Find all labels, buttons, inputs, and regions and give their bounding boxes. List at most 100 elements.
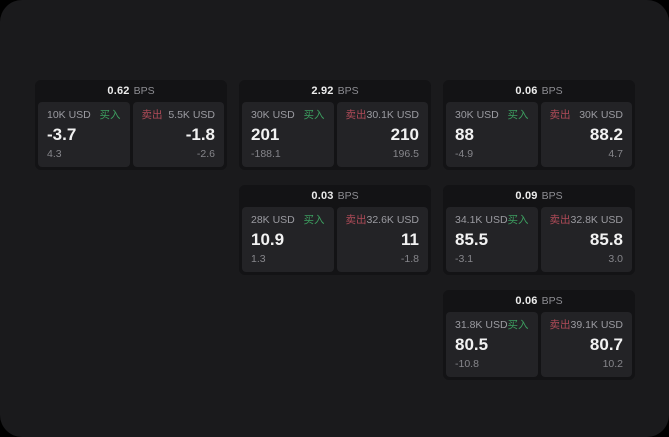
sell-price: 210 xyxy=(390,124,419,144)
buy-label: 买入 xyxy=(507,214,529,226)
sell-panel[interactable]: 卖出 30K USD 88.2 4.7 xyxy=(540,102,632,167)
quote-card: 2.92 BPS 30K USD 买入 201 -188.1 卖出 30.1K … xyxy=(239,80,431,170)
bps-unit: BPS xyxy=(337,190,359,202)
sell-amount: 30.1K USD xyxy=(366,109,420,121)
card-body: 28K USD 买入 10.9 1.3 卖出 32.6K USD 11 -1.8 xyxy=(239,207,431,275)
buy-price: 10.9 xyxy=(251,229,285,249)
sell-delta: 196.5 xyxy=(392,148,419,161)
quote-card: 0.09 BPS 34.1K USD 买入 85.5 -3.1 卖出 32.8K… xyxy=(443,185,635,275)
sell-amount: 39.1K USD xyxy=(570,319,624,331)
buy-delta: -4.9 xyxy=(455,148,474,161)
sell-panel[interactable]: 卖出 5.5K USD -1.8 -2.6 xyxy=(132,102,224,167)
sell-delta: 4.7 xyxy=(608,148,623,161)
buy-amount: 34.1K USD xyxy=(455,214,508,226)
buy-panel-top: 31.8K USD 买入 xyxy=(455,319,529,332)
bps-value: 0.62 xyxy=(107,85,130,97)
buy-panel-top: 34.1K USD 买入 xyxy=(455,214,529,227)
sell-panel-top: 卖出 30K USD xyxy=(550,109,624,122)
sell-price: 88.2 xyxy=(589,124,623,144)
buy-amount: 31.8K USD xyxy=(455,319,508,331)
quote-grid: 0.62 BPS 10K USD 买入 -3.7 4.3 卖出 5.5K USD xyxy=(35,80,635,380)
buy-price: 88 xyxy=(455,124,474,144)
bps-unit: BPS xyxy=(541,190,563,202)
sell-delta: -2.6 xyxy=(196,148,215,161)
card-header: 0.09 BPS xyxy=(443,185,635,207)
sell-amount: 30K USD xyxy=(579,109,623,121)
sell-delta: -1.8 xyxy=(400,253,419,266)
sell-amount: 32.8K USD xyxy=(570,214,624,226)
buy-panel[interactable]: 28K USD 买入 10.9 1.3 xyxy=(242,207,334,272)
sell-panel[interactable]: 卖出 32.8K USD 85.8 3.0 xyxy=(540,207,632,272)
bps-value: 0.03 xyxy=(311,190,334,202)
buy-panel[interactable]: 10K USD 买入 -3.7 4.3 xyxy=(38,102,130,167)
buy-delta: 1.3 xyxy=(251,253,266,266)
sell-panel-top: 卖出 32.6K USD xyxy=(346,214,420,227)
card-header: 0.62 BPS xyxy=(35,80,227,102)
sell-label: 卖出 xyxy=(549,109,571,121)
buy-label: 买入 xyxy=(303,214,325,226)
buy-price: 201 xyxy=(251,124,280,144)
card-body: 30K USD 买入 88 -4.9 卖出 30K USD 88.2 4.7 xyxy=(443,102,635,170)
quote-card: 0.62 BPS 10K USD 买入 -3.7 4.3 卖出 5.5K USD xyxy=(35,80,227,170)
sell-delta: 3.0 xyxy=(608,253,623,266)
buy-panel[interactable]: 30K USD 买入 88 -4.9 xyxy=(446,102,538,167)
bps-unit: BPS xyxy=(337,85,359,97)
quote-card: 0.06 BPS 31.8K USD 买入 80.5 -10.8 卖出 39.1… xyxy=(443,290,635,380)
sell-price: 11 xyxy=(401,229,419,249)
buy-panel[interactable]: 34.1K USD 买入 85.5 -3.1 xyxy=(446,207,538,272)
bps-unit: BPS xyxy=(133,85,155,97)
sell-amount: 5.5K USD xyxy=(168,109,215,121)
buy-delta: -188.1 xyxy=(251,148,281,161)
buy-delta: 4.3 xyxy=(47,148,62,161)
sell-delta: 10.2 xyxy=(602,358,623,371)
buy-panel-top: 10K USD 买入 xyxy=(47,109,121,122)
bps-value: 2.92 xyxy=(311,85,334,97)
sell-label: 卖出 xyxy=(345,214,367,226)
sell-label: 卖出 xyxy=(549,214,571,226)
quote-card: 0.03 BPS 28K USD 买入 10.9 1.3 卖出 32.6K US… xyxy=(239,185,431,275)
buy-amount: 10K USD xyxy=(47,109,91,121)
buy-amount: 30K USD xyxy=(455,109,499,121)
bps-unit: BPS xyxy=(541,85,563,97)
quote-card: 0.06 BPS 30K USD 买入 88 -4.9 卖出 30K USD xyxy=(443,80,635,170)
sell-amount: 32.6K USD xyxy=(366,214,420,226)
buy-price: 80.5 xyxy=(455,334,489,354)
sell-label: 卖出 xyxy=(549,319,571,331)
bps-value: 0.09 xyxy=(515,190,538,202)
sell-label: 卖出 xyxy=(141,109,163,121)
sell-price: 85.8 xyxy=(589,229,623,249)
buy-amount: 28K USD xyxy=(251,214,295,226)
buy-panel-top: 28K USD 买入 xyxy=(251,214,325,227)
sell-price: 80.7 xyxy=(589,334,623,354)
sell-panel[interactable]: 卖出 30.1K USD 210 196.5 xyxy=(336,102,428,167)
card-header: 2.92 BPS xyxy=(239,80,431,102)
buy-panel[interactable]: 30K USD 买入 201 -188.1 xyxy=(242,102,334,167)
sell-panel[interactable]: 卖出 32.6K USD 11 -1.8 xyxy=(336,207,428,272)
bps-value: 0.06 xyxy=(515,295,538,307)
card-body: 34.1K USD 买入 85.5 -3.1 卖出 32.8K USD 85.8… xyxy=(443,207,635,275)
buy-price: 85.5 xyxy=(455,229,489,249)
sell-panel[interactable]: 卖出 39.1K USD 80.7 10.2 xyxy=(540,312,632,377)
card-header: 0.06 BPS xyxy=(443,290,635,312)
sell-panel-top: 卖出 39.1K USD xyxy=(550,319,624,332)
sell-price: -1.8 xyxy=(185,124,215,144)
buy-panel[interactable]: 31.8K USD 买入 80.5 -10.8 xyxy=(446,312,538,377)
buy-price: -3.7 xyxy=(47,124,77,144)
sell-panel-top: 卖出 32.8K USD xyxy=(550,214,624,227)
buy-delta: -10.8 xyxy=(455,358,479,371)
buy-panel-top: 30K USD 买入 xyxy=(455,109,529,122)
card-body: 31.8K USD 买入 80.5 -10.8 卖出 39.1K USD 80.… xyxy=(443,312,635,380)
buy-label: 买入 xyxy=(507,319,529,331)
bps-value: 0.06 xyxy=(515,85,538,97)
buy-label: 买入 xyxy=(99,109,121,121)
buy-label: 买入 xyxy=(507,109,529,121)
buy-amount: 30K USD xyxy=(251,109,295,121)
buy-panel-top: 30K USD 买入 xyxy=(251,109,325,122)
card-body: 10K USD 买入 -3.7 4.3 卖出 5.5K USD -1.8 -2.… xyxy=(35,102,227,170)
bps-unit: BPS xyxy=(541,295,563,307)
card-header: 0.06 BPS xyxy=(443,80,635,102)
buy-delta: -3.1 xyxy=(455,253,474,266)
sell-panel-top: 卖出 30.1K USD xyxy=(346,109,420,122)
sell-panel-top: 卖出 5.5K USD xyxy=(142,109,216,122)
